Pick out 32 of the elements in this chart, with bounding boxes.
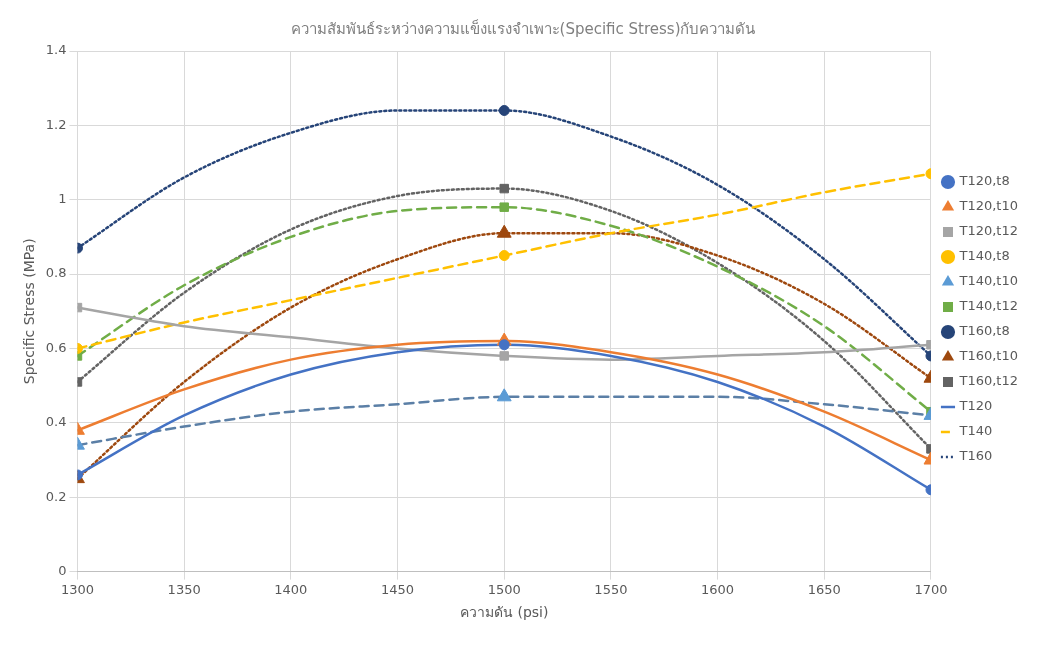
legend-label: T160 [958,448,993,464]
x-tick-label: 1400 [274,581,308,597]
y-tick-label: 0.4 [45,414,67,430]
y-tick-label: 0.2 [45,488,67,504]
legend-label: T140,t8 [958,248,1010,264]
legend-label: T140,t10 [958,273,1019,289]
legend-label: T160,t8 [958,323,1010,339]
x-tick-label: 1500 [487,581,521,597]
legend-label: T120 [958,398,993,414]
y-axis-title: Specific Stress (MPa) [21,238,38,385]
y-tick-label: 1.2 [45,116,67,132]
x-tick-label: 1650 [807,581,841,597]
x-tick-label: 1600 [701,581,735,597]
x-tick-label: 1350 [167,581,201,597]
y-tick-label: 1 [58,191,67,207]
x-tick-label: 1700 [914,581,948,597]
legend-label: T140 [958,423,993,439]
chart-title: ความสัมพันธ์ระหว่างความแข็งแรงจำเพาะ(Specific Stress)กับความดัน [290,18,756,38]
y-tick-label: 0 [58,562,67,578]
y-tick-label: 0.6 [45,339,67,355]
y-tick-label: 1.4 [45,42,67,58]
legend-label: T120,t12 [958,223,1019,239]
legend-label: T120,t10 [958,198,1019,214]
x-tick-label: 1300 [60,581,95,597]
legend-label: T120,t8 [958,173,1010,189]
x-axis-title: ความดัน (psi) [460,604,549,621]
legend-label: T140,t12 [958,298,1019,314]
legend-label: T160,t10 [958,348,1019,364]
y-tick-label: 0.8 [45,265,67,281]
x-tick-label: 1450 [380,581,415,597]
legend-label: T160,t12 [958,373,1019,389]
x-tick-label: 1550 [594,581,628,597]
